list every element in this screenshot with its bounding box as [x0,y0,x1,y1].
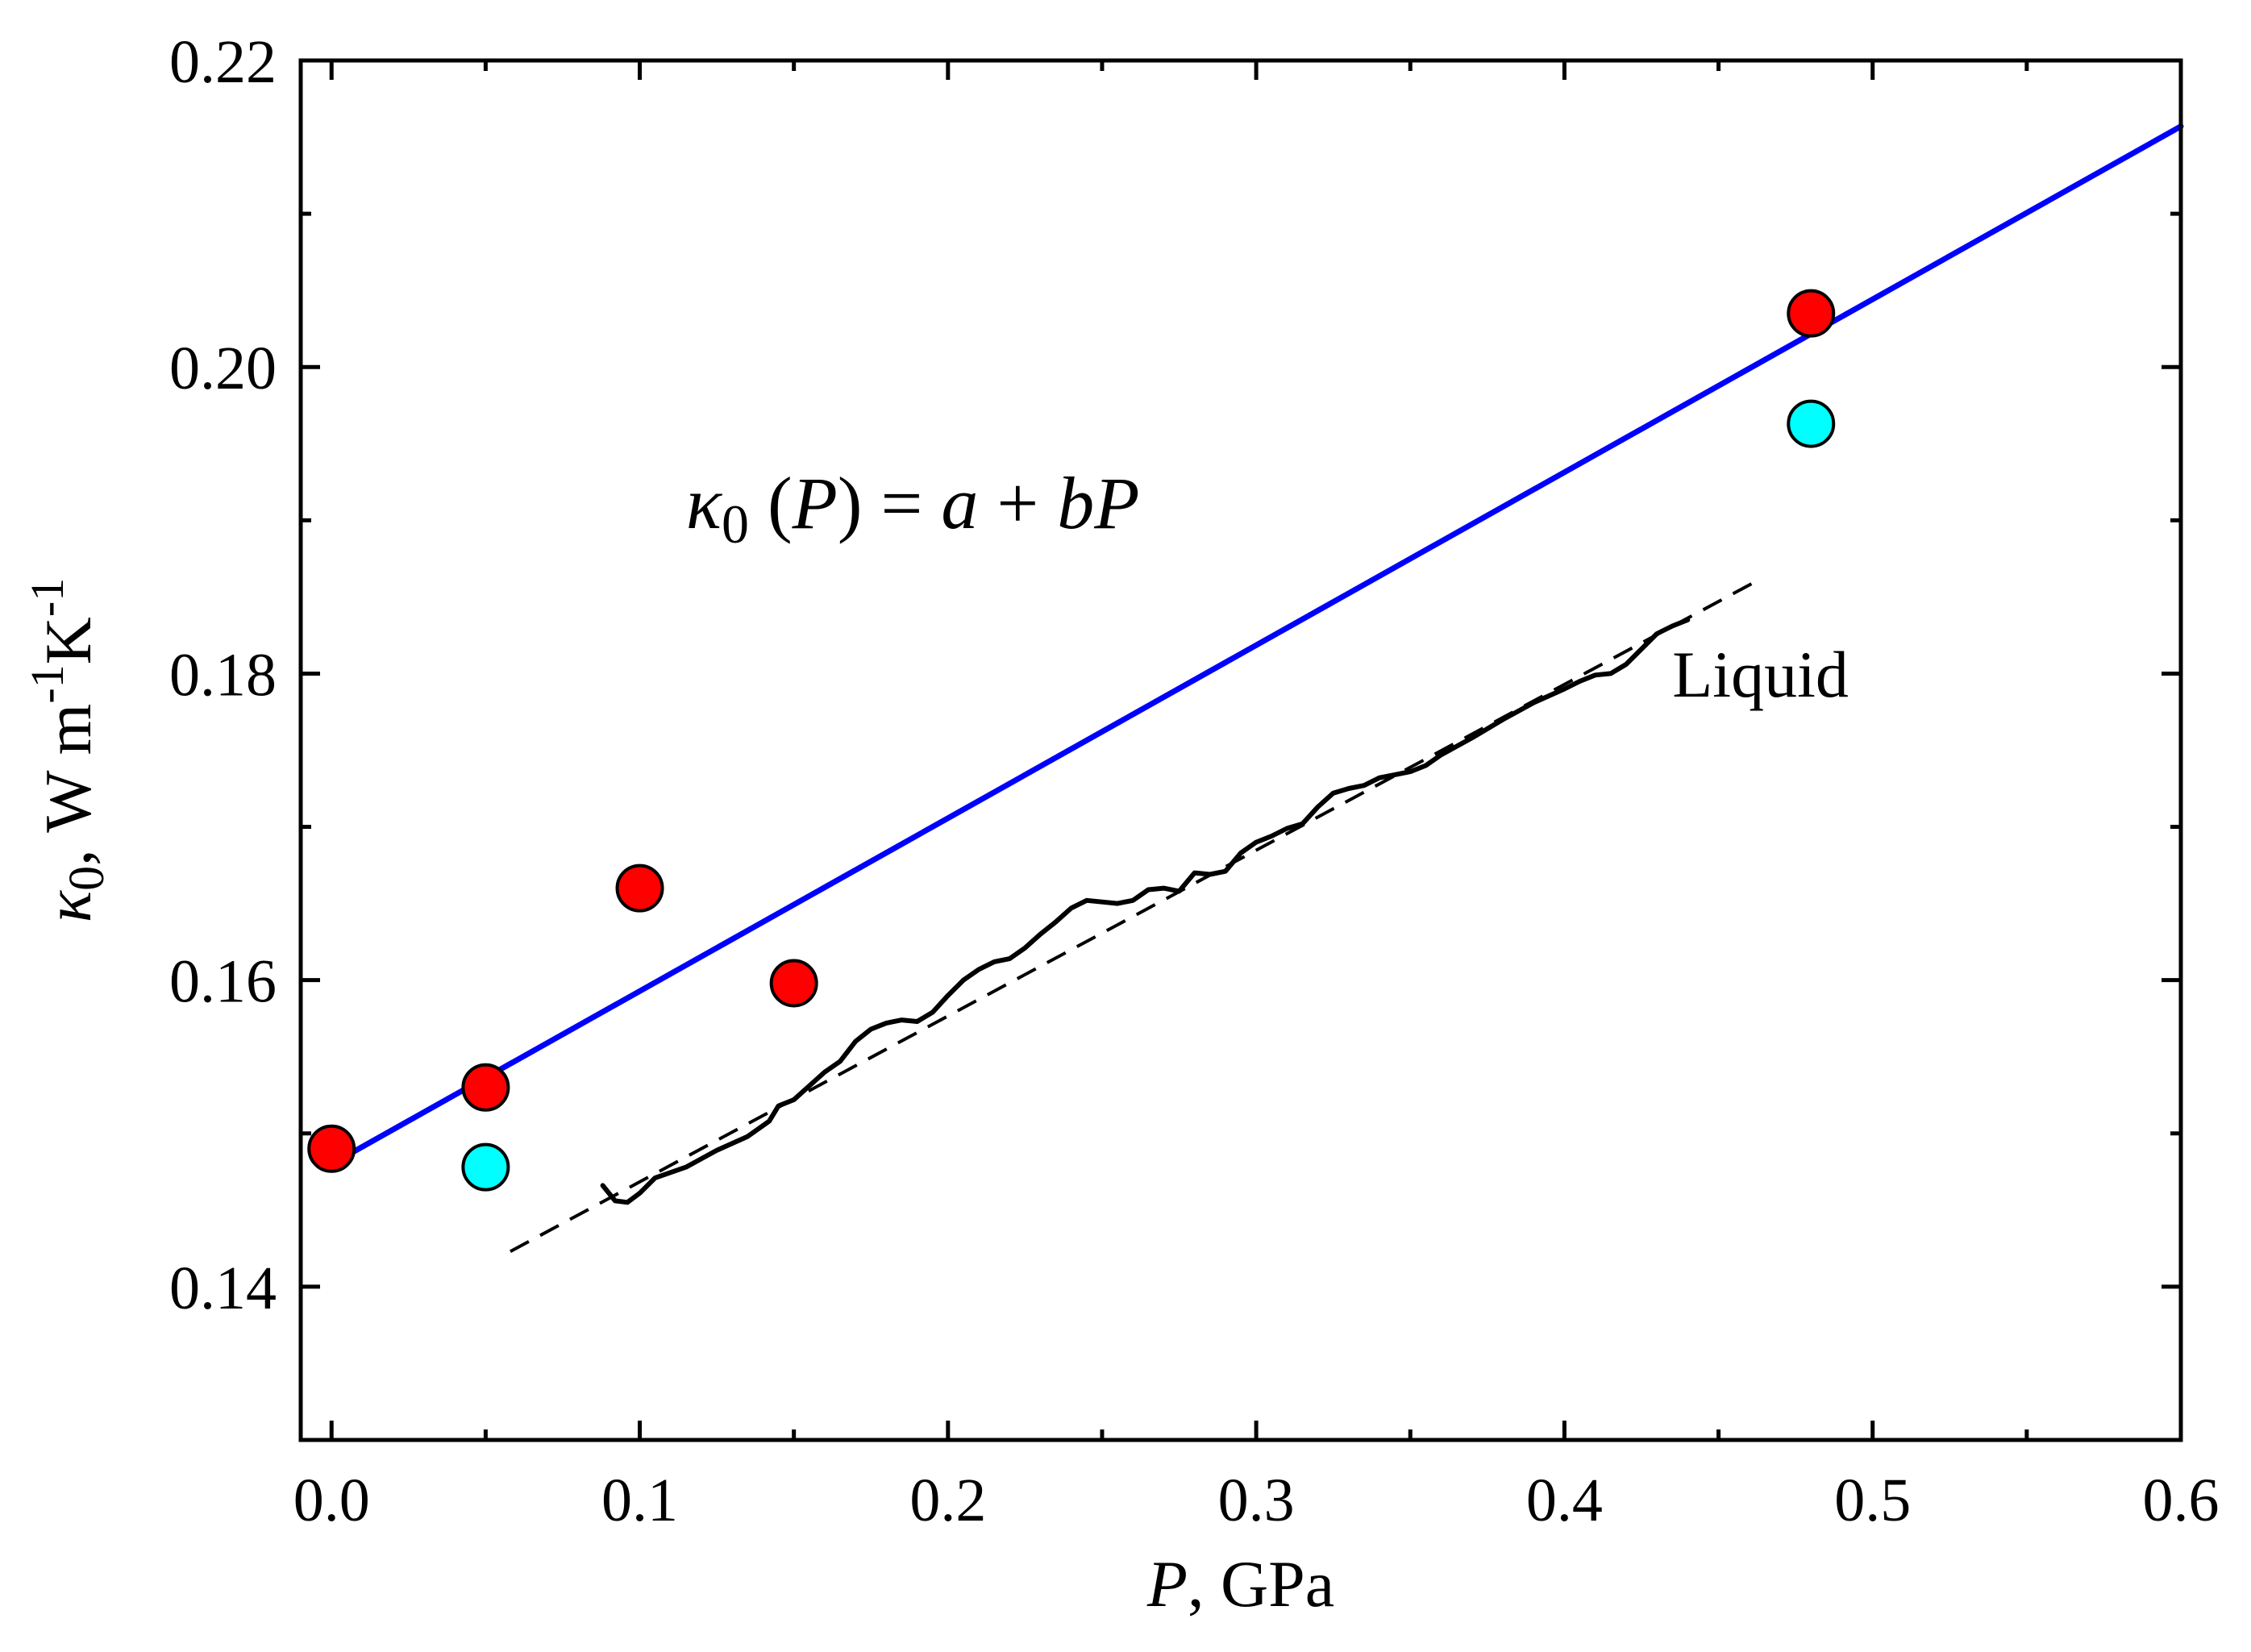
equation-annotation: κ0 (P) = a + bP [686,462,1140,555]
y-tick-label: 0.20 [169,335,277,402]
y-tick-label: 0.16 [169,948,277,1016]
red-points-point [307,1124,356,1173]
y-axis-title: κ0, W m-1K-1 [21,578,114,922]
red-points-point [769,959,818,1008]
red-points-point [461,1063,510,1112]
red-points-point [1787,289,1836,338]
x-tick-label: 0.3 [1218,1467,1295,1534]
x-tick-label: 0.4 [1526,1467,1603,1534]
data-lines [328,123,2184,1253]
liquid-series-line [600,617,1691,1205]
red-points-point [615,863,664,913]
y-tick-label: 0.22 [169,28,277,96]
liquid-annotation: Liquid [1672,638,1849,711]
x-tick-label: 0.5 [1834,1467,1911,1534]
cyan-points-point [1787,399,1836,448]
x-tick-label: 0.6 [2143,1467,2220,1534]
plot-frame [298,58,2183,1442]
tick-labels: 0.0 0.1 0.2 0.3 0.4 0.5 0.6 0.14 0.16 0.18 0.20 0.2… [169,28,2220,1534]
cyan-points-point [461,1142,510,1192]
data-points [307,289,1836,1192]
x-tick-label: 0.1 [601,1467,678,1534]
x-axis-title: P, GPa [1146,1547,1334,1621]
y-tick-label: 0.14 [169,1255,277,1322]
x-tick-label: 0.0 [293,1467,370,1534]
linear-fit-series-line [328,123,2184,1167]
x-tick-label: 0.2 [909,1467,986,1534]
y-tick-label: 0.18 [169,641,277,709]
